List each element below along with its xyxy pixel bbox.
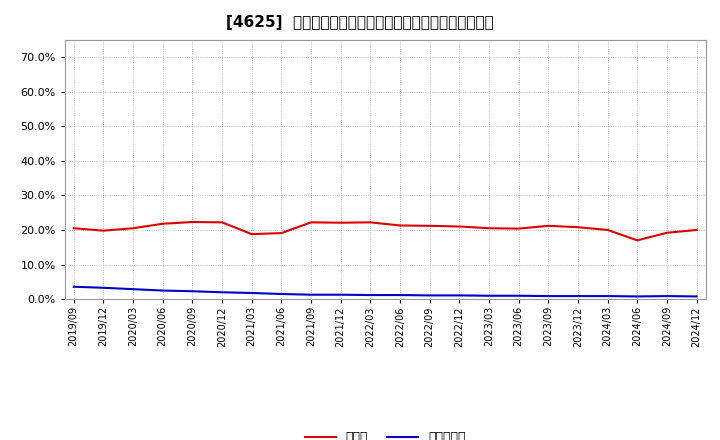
- 有利子負債: [307, 292, 315, 297]
- 有利子負債: [426, 293, 434, 298]
- Text: [4625]  現預金、有利子負債の総資産に対する比率の推移: [4625] 現預金、有利子負債の総資産に対する比率の推移: [226, 15, 494, 30]
- 有利子負債: [544, 293, 553, 299]
- 現顕金: [426, 223, 434, 228]
- 現顕金: [603, 227, 612, 233]
- 有利子負債: [188, 289, 197, 294]
- 有利子負債: [248, 290, 256, 296]
- 有利子負債: [633, 294, 642, 299]
- 有利子負債: [603, 293, 612, 299]
- 現顕金: [69, 226, 78, 231]
- Legend: 現顕金, 有利子負債: 現顕金, 有利子負債: [300, 426, 471, 440]
- 有利子負債: [158, 288, 167, 293]
- 現顕金: [248, 231, 256, 237]
- 現顕金: [217, 220, 226, 225]
- 現顕金: [158, 221, 167, 227]
- 現顕金: [514, 226, 523, 231]
- 有利子負債: [514, 293, 523, 298]
- 有利子負債: [396, 293, 405, 298]
- Line: 現顕金: 現顕金: [73, 222, 697, 240]
- 現顕金: [99, 228, 108, 233]
- 現顕金: [693, 227, 701, 233]
- 現顕金: [633, 238, 642, 243]
- 現顕金: [129, 226, 138, 231]
- Line: 有利子負債: 有利子負債: [73, 287, 697, 297]
- 有利子負債: [485, 293, 493, 298]
- 現顕金: [396, 223, 405, 228]
- 有利子負債: [455, 293, 464, 298]
- 有利子負債: [129, 286, 138, 292]
- 有利子負債: [217, 290, 226, 295]
- 有利子負債: [69, 284, 78, 290]
- 現顕金: [485, 226, 493, 231]
- 現顕金: [366, 220, 374, 225]
- 有利子負債: [277, 291, 286, 297]
- 現顕金: [455, 224, 464, 229]
- 有利子負債: [366, 293, 374, 298]
- 現顕金: [336, 220, 345, 225]
- 現顕金: [574, 224, 582, 230]
- 現顕金: [662, 230, 671, 235]
- 現顕金: [544, 223, 553, 228]
- 有利子負債: [662, 293, 671, 299]
- 現顕金: [307, 220, 315, 225]
- 有利子負債: [574, 293, 582, 299]
- 有利子負債: [693, 294, 701, 299]
- 現顕金: [277, 231, 286, 236]
- 有利子負債: [336, 292, 345, 297]
- 有利子負債: [99, 285, 108, 290]
- 現顕金: [188, 220, 197, 225]
